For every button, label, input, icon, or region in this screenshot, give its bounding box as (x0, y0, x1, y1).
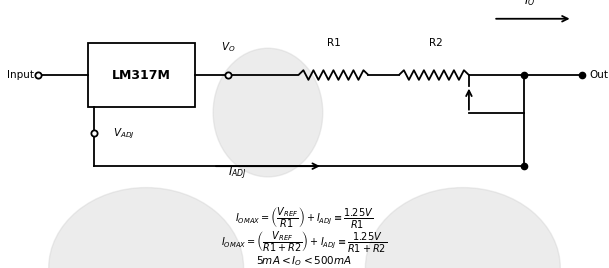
Text: $I_{OMAX}=\left(\dfrac{V_{REF}}{R1+R2}\right)+I_{ADJ}{\equiv}\dfrac{1.25V}{R1+R2: $I_{OMAX}=\left(\dfrac{V_{REF}}{R1+R2}\r… (222, 229, 387, 254)
Text: Output: Output (590, 70, 609, 80)
Text: $I_{OMAX}=\left(\dfrac{V_{REF}}{R1}\right)+I_{ADJ}{\equiv}\dfrac{1.25V}{R1}$: $I_{OMAX}=\left(\dfrac{V_{REF}}{R1}\righ… (235, 204, 374, 230)
Text: $V_O$: $V_O$ (221, 40, 236, 54)
Ellipse shape (49, 188, 244, 268)
Text: Input: Input (7, 70, 34, 80)
Text: $5mA < I_O < 500mA$: $5mA < I_O < 500mA$ (256, 254, 353, 268)
Bar (88, 43, 195, 107)
Ellipse shape (365, 188, 560, 268)
Text: LM317M: LM317M (112, 69, 171, 81)
Text: R1: R1 (327, 38, 340, 48)
Text: $I_{ADJ}$: $I_{ADJ}$ (228, 166, 247, 182)
Text: $I_O$: $I_O$ (524, 0, 535, 8)
Text: R2: R2 (429, 38, 442, 48)
Ellipse shape (213, 48, 323, 177)
Text: $V_{ADJ}$: $V_{ADJ}$ (113, 127, 134, 141)
